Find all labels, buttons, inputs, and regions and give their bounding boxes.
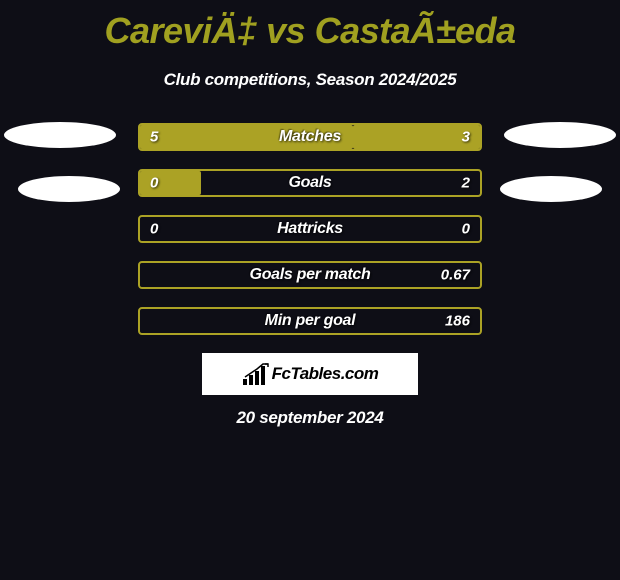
bar-value-right: 186 — [445, 313, 470, 330]
player-right-ellipse-2 — [500, 176, 602, 202]
logo-text: FcTables.com — [272, 364, 379, 384]
date-text: 20 september 2024 — [236, 408, 383, 428]
stat-bar: Goals0 2 — [138, 169, 482, 197]
logo-box: FcTables.com — [202, 353, 418, 395]
bar-value-right: 0 — [462, 221, 470, 238]
bar-value-left: 5 — [150, 129, 158, 146]
player-left-ellipse-1 — [4, 122, 116, 148]
bar-label: Hattricks — [140, 220, 480, 238]
player-right-ellipse-1 — [504, 122, 616, 148]
subtitle: Club competitions, Season 2024/2025 — [0, 70, 620, 90]
bar-value-right: 2 — [462, 175, 470, 192]
stat-bar: Hattricks0 0 — [138, 215, 482, 243]
stat-bar: Min per goal186 — [138, 307, 482, 335]
page-title: CareviÄ‡ vs CastaÃ±eda — [0, 0, 620, 52]
bar-value-left: 0 — [150, 175, 158, 192]
bar-value-right: 3 — [462, 129, 470, 146]
stat-bar: Matches5 3 — [138, 123, 482, 151]
bar-label: Min per goal — [140, 312, 480, 330]
bar-value-right: 0.67 — [441, 267, 470, 284]
bar-label: Goals per match — [140, 266, 480, 284]
bar-label: Goals — [140, 174, 480, 192]
comparison-bars: Matches53Goals02Hattricks00Goals per mat… — [138, 123, 482, 353]
stat-bar: Goals per match0.67 — [138, 261, 482, 289]
chart-icon — [242, 363, 270, 385]
bar-value-left: 0 — [150, 221, 158, 238]
bar-label: Matches — [140, 128, 480, 146]
player-left-ellipse-2 — [18, 176, 120, 202]
